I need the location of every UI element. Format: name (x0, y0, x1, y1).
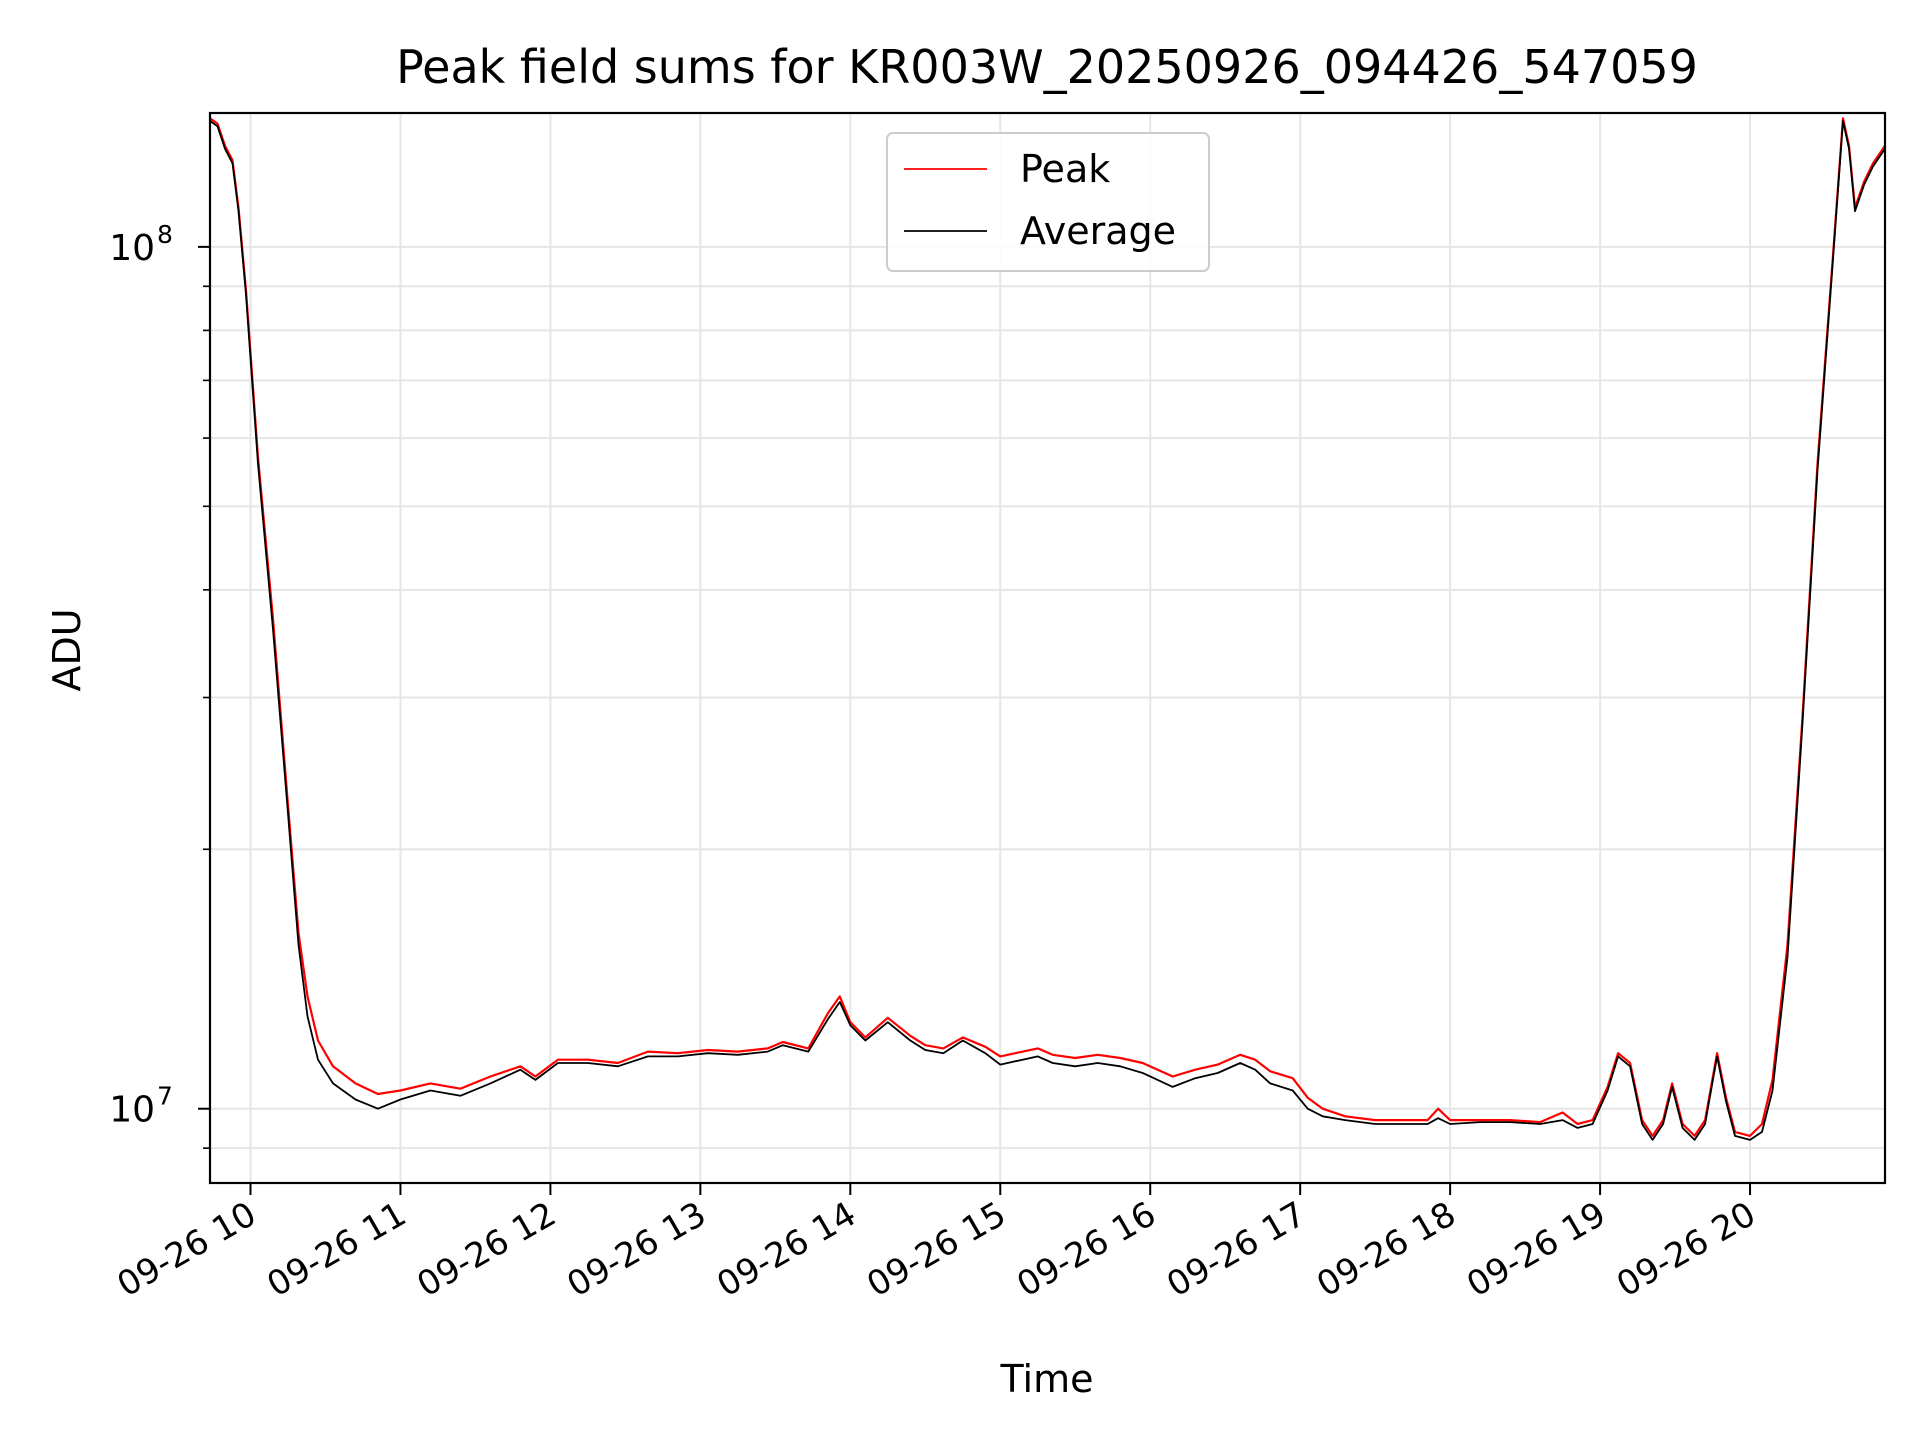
y-axis-label: ADU (45, 608, 89, 691)
legend-frame (886, 132, 1210, 272)
chart-title: Peak field sums for KR003W_20250926_0944… (396, 40, 1698, 94)
series-line-average (209, 120, 1886, 1141)
legend: Peak Average (886, 132, 1210, 272)
x-axis-label: Time (1000, 1357, 1094, 1401)
y-tick-label: 10 (109, 1090, 155, 1131)
legend-label-average: Average (1020, 209, 1176, 253)
y-tick-exponent: 7 (157, 1082, 173, 1111)
legend-label-peak: Peak (1020, 147, 1110, 191)
series-layer (209, 117, 1886, 1141)
y-tick-label: 10 (109, 228, 155, 269)
y-tick-exponent: 8 (157, 220, 173, 249)
plot-frame (208, 111, 1887, 1185)
